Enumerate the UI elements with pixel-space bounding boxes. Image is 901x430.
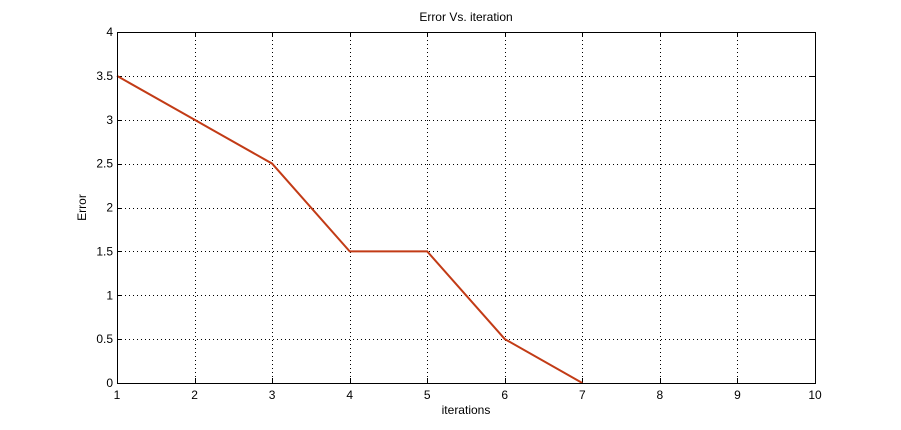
x-tick-label: 6 bbox=[501, 388, 508, 402]
y-tick-label: 1.5 bbox=[96, 244, 113, 258]
plot-frame bbox=[117, 32, 816, 384]
x-tick-label: 2 bbox=[191, 388, 198, 402]
x-tick-label: 9 bbox=[734, 388, 741, 402]
y-tick-label: 4 bbox=[106, 25, 113, 39]
y-tick-label: 2.5 bbox=[96, 157, 113, 171]
x-tick-label: 10 bbox=[808, 388, 822, 402]
y-tick-label: 1 bbox=[106, 288, 113, 302]
x-axis-label: iterations bbox=[442, 403, 491, 417]
y-tick-label: 3 bbox=[106, 113, 113, 127]
y-tick-label: 3.5 bbox=[96, 69, 113, 83]
x-tick-label: 1 bbox=[114, 388, 121, 402]
y-axis-label: Error bbox=[75, 194, 89, 221]
grid bbox=[117, 32, 815, 383]
x-tick-labels: 1 2 3 4 5 6 7 8 9 10 bbox=[114, 388, 822, 402]
series-layer bbox=[116, 75, 583, 384]
x-tick-label: 7 bbox=[579, 388, 586, 402]
x-tick-label: 3 bbox=[269, 388, 276, 402]
plot-area bbox=[117, 32, 816, 384]
error-series-line bbox=[116, 75, 583, 384]
y-tick-label: 0 bbox=[106, 376, 113, 390]
y-tick-label: 2 bbox=[106, 201, 113, 215]
chart-title: Error Vs. iteration bbox=[419, 10, 512, 24]
y-tick-labels: 0 0.5 1 1.5 2 2.5 3 3.5 4 bbox=[96, 25, 113, 390]
x-tick-label: 8 bbox=[657, 388, 664, 402]
x-tick-label: 5 bbox=[424, 388, 431, 402]
x-tick-label: 4 bbox=[346, 388, 353, 402]
y-tick-label: 0.5 bbox=[96, 332, 113, 346]
